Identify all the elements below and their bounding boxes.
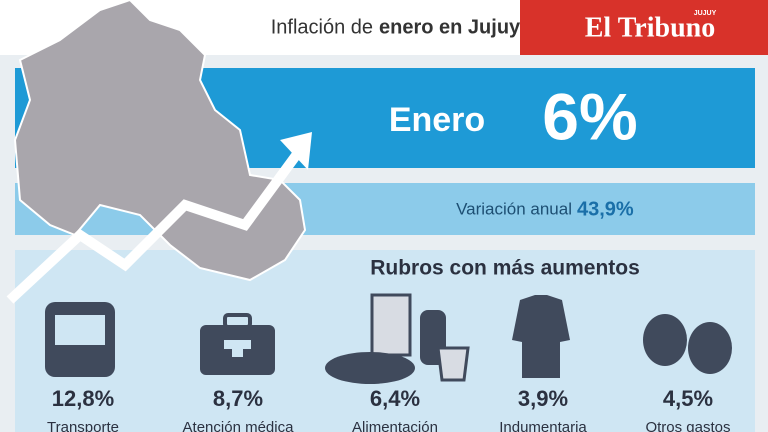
item-label: Indumentaria (499, 419, 587, 432)
mask-icon (643, 314, 687, 366)
icons (45, 293, 732, 384)
annual-label: Variación anual (456, 199, 572, 218)
medkit-handle (223, 313, 252, 329)
item-value: 8,7% (213, 386, 263, 411)
medkit-cross (224, 332, 251, 357)
item-value: 6,4% (370, 386, 420, 411)
brand-region: JUJUY (694, 10, 717, 17)
item-value: 4,5% (663, 386, 713, 411)
milk-icon (370, 293, 412, 357)
brand: El Tribuno (585, 12, 715, 43)
item-label: Alimentación (352, 419, 438, 432)
mask-icon (688, 322, 732, 374)
bread-icon (325, 352, 415, 384)
section-title: Rubros con más aumentos (370, 257, 640, 280)
main-value: 6% (542, 79, 637, 153)
main-label: Enero (389, 101, 485, 139)
item-value: 3,9% (518, 386, 568, 411)
header-title-light: Inflación de (271, 16, 373, 38)
cup-icon (436, 346, 470, 382)
shirt-icon (512, 295, 570, 378)
arrow-head (280, 132, 312, 170)
item-label: Atención médica (183, 419, 295, 432)
annual-value: 43,9% (577, 198, 634, 220)
bus-window (55, 315, 105, 345)
header-title-bold: enero en Jujuy (379, 16, 521, 38)
trend-arrow (6, 147, 305, 304)
item-label: Otros gastos (645, 419, 730, 432)
item-value: 12,8% (52, 386, 114, 411)
item-label: Transporte (47, 419, 119, 432)
map-jujuy (13, 0, 307, 282)
brand-box (520, 0, 768, 55)
